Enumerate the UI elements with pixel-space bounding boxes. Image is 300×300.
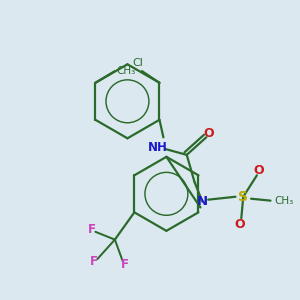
Text: O: O (203, 127, 214, 140)
Text: Cl: Cl (133, 58, 143, 68)
Text: S: S (238, 190, 248, 204)
Text: NH: NH (148, 141, 167, 154)
Text: O: O (234, 218, 245, 230)
Text: F: F (89, 254, 98, 268)
Text: N: N (197, 195, 208, 208)
Text: CH₃: CH₃ (117, 66, 136, 76)
Text: CH₃: CH₃ (274, 196, 294, 206)
Text: F: F (121, 258, 129, 272)
Text: F: F (88, 224, 95, 236)
Text: O: O (254, 164, 264, 177)
